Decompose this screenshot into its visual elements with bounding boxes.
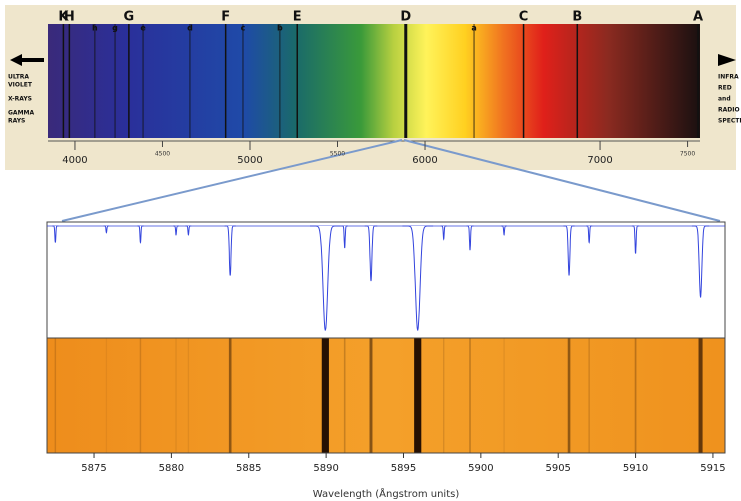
line-label: K <box>58 10 69 25</box>
tick-label: 4000 <box>62 155 87 166</box>
x-tick-label: 5875 <box>81 463 106 474</box>
absorption-dip <box>103 225 110 234</box>
minor-tick-label: 4500 <box>155 151 170 158</box>
absorption-dip <box>52 225 59 243</box>
zoom-line <box>403 139 721 222</box>
right-label: RED <box>718 85 732 92</box>
tick-label: 7000 <box>587 155 612 166</box>
strip-line <box>698 338 703 453</box>
x-tick-label: 5880 <box>159 463 184 474</box>
x-tick-label: 5890 <box>313 463 338 474</box>
line-label: E <box>293 10 302 25</box>
strip-line <box>321 338 329 453</box>
absorption-dip <box>173 225 179 236</box>
left-label: ULTRA <box>8 74 29 81</box>
x-axis-label: Wavelength (Ångstrom units) <box>313 487 460 500</box>
strip-line <box>54 338 57 453</box>
x-tick-label: 5915 <box>700 463 725 474</box>
left-label: GAMMA <box>8 110 35 117</box>
strip-line <box>414 338 422 453</box>
line-label: C <box>519 10 529 25</box>
absorption-dip <box>631 225 640 254</box>
absorption-dip <box>466 225 474 251</box>
line-label: b <box>277 24 283 33</box>
strip-line <box>105 338 108 453</box>
strip-line <box>187 338 190 453</box>
strip-line <box>228 338 232 453</box>
line-label: B <box>572 10 582 25</box>
absorption-dip <box>563 225 575 276</box>
visible-spectrum <box>48 24 700 138</box>
line-label: e <box>140 24 146 33</box>
line-label: c <box>241 24 246 33</box>
strip-line <box>503 338 505 453</box>
strip-line <box>443 338 445 453</box>
absorption-dip <box>224 225 236 276</box>
absorption-dip <box>691 225 710 298</box>
zoom-line <box>61 139 403 222</box>
left-arrow <box>10 54 44 66</box>
absorption-dip <box>185 225 192 236</box>
line-label: F <box>221 10 230 25</box>
strip-line <box>588 338 590 453</box>
minor-tick-label: 7500 <box>680 151 695 158</box>
line-label: A <box>693 10 703 25</box>
spectrum-strip <box>46 337 726 454</box>
line-label: H <box>64 10 75 25</box>
strip-line <box>175 338 177 453</box>
strip-line <box>139 338 142 453</box>
strip-line <box>369 338 373 453</box>
absorption-dip <box>310 225 341 331</box>
absorption-dip <box>341 225 348 249</box>
right-label: and <box>718 96 731 103</box>
strip-line <box>567 338 571 453</box>
right-label: INFRA <box>718 74 739 81</box>
right-label: RADIO <box>718 107 740 114</box>
right-label: SPECTRUM <box>718 118 741 125</box>
x-tick-label: 5900 <box>468 463 493 474</box>
line-label: a <box>471 24 476 33</box>
left-label: VIOLET <box>8 82 33 89</box>
absorption-dip <box>501 225 507 236</box>
line-label: d <box>187 24 193 33</box>
tick-label: 6000 <box>412 155 437 166</box>
line-label: D <box>400 10 411 25</box>
x-tick-label: 5905 <box>545 463 570 474</box>
line-label: G <box>124 10 135 25</box>
absorption-dip <box>440 225 447 241</box>
profile-panel <box>46 221 726 339</box>
absorption-dip <box>364 225 378 282</box>
x-tick-label: 5885 <box>236 463 261 474</box>
absorption-dip <box>402 225 434 331</box>
strip-line <box>634 338 637 453</box>
strip-line <box>469 338 471 453</box>
right-arrow <box>718 54 736 66</box>
minor-tick-label: 5500 <box>330 151 345 158</box>
line-label: g <box>112 24 118 33</box>
line-label: h <box>92 24 98 33</box>
left-label: X-RAYS <box>8 96 32 103</box>
absorption-dip <box>137 225 144 244</box>
left-label: RAYS <box>8 118 25 125</box>
absorption-dip <box>586 225 593 244</box>
x-tick-label: 5895 <box>391 463 416 474</box>
strip-line <box>343 338 346 453</box>
x-tick-label: 5910 <box>623 463 648 474</box>
tick-label: 5000 <box>237 155 262 166</box>
